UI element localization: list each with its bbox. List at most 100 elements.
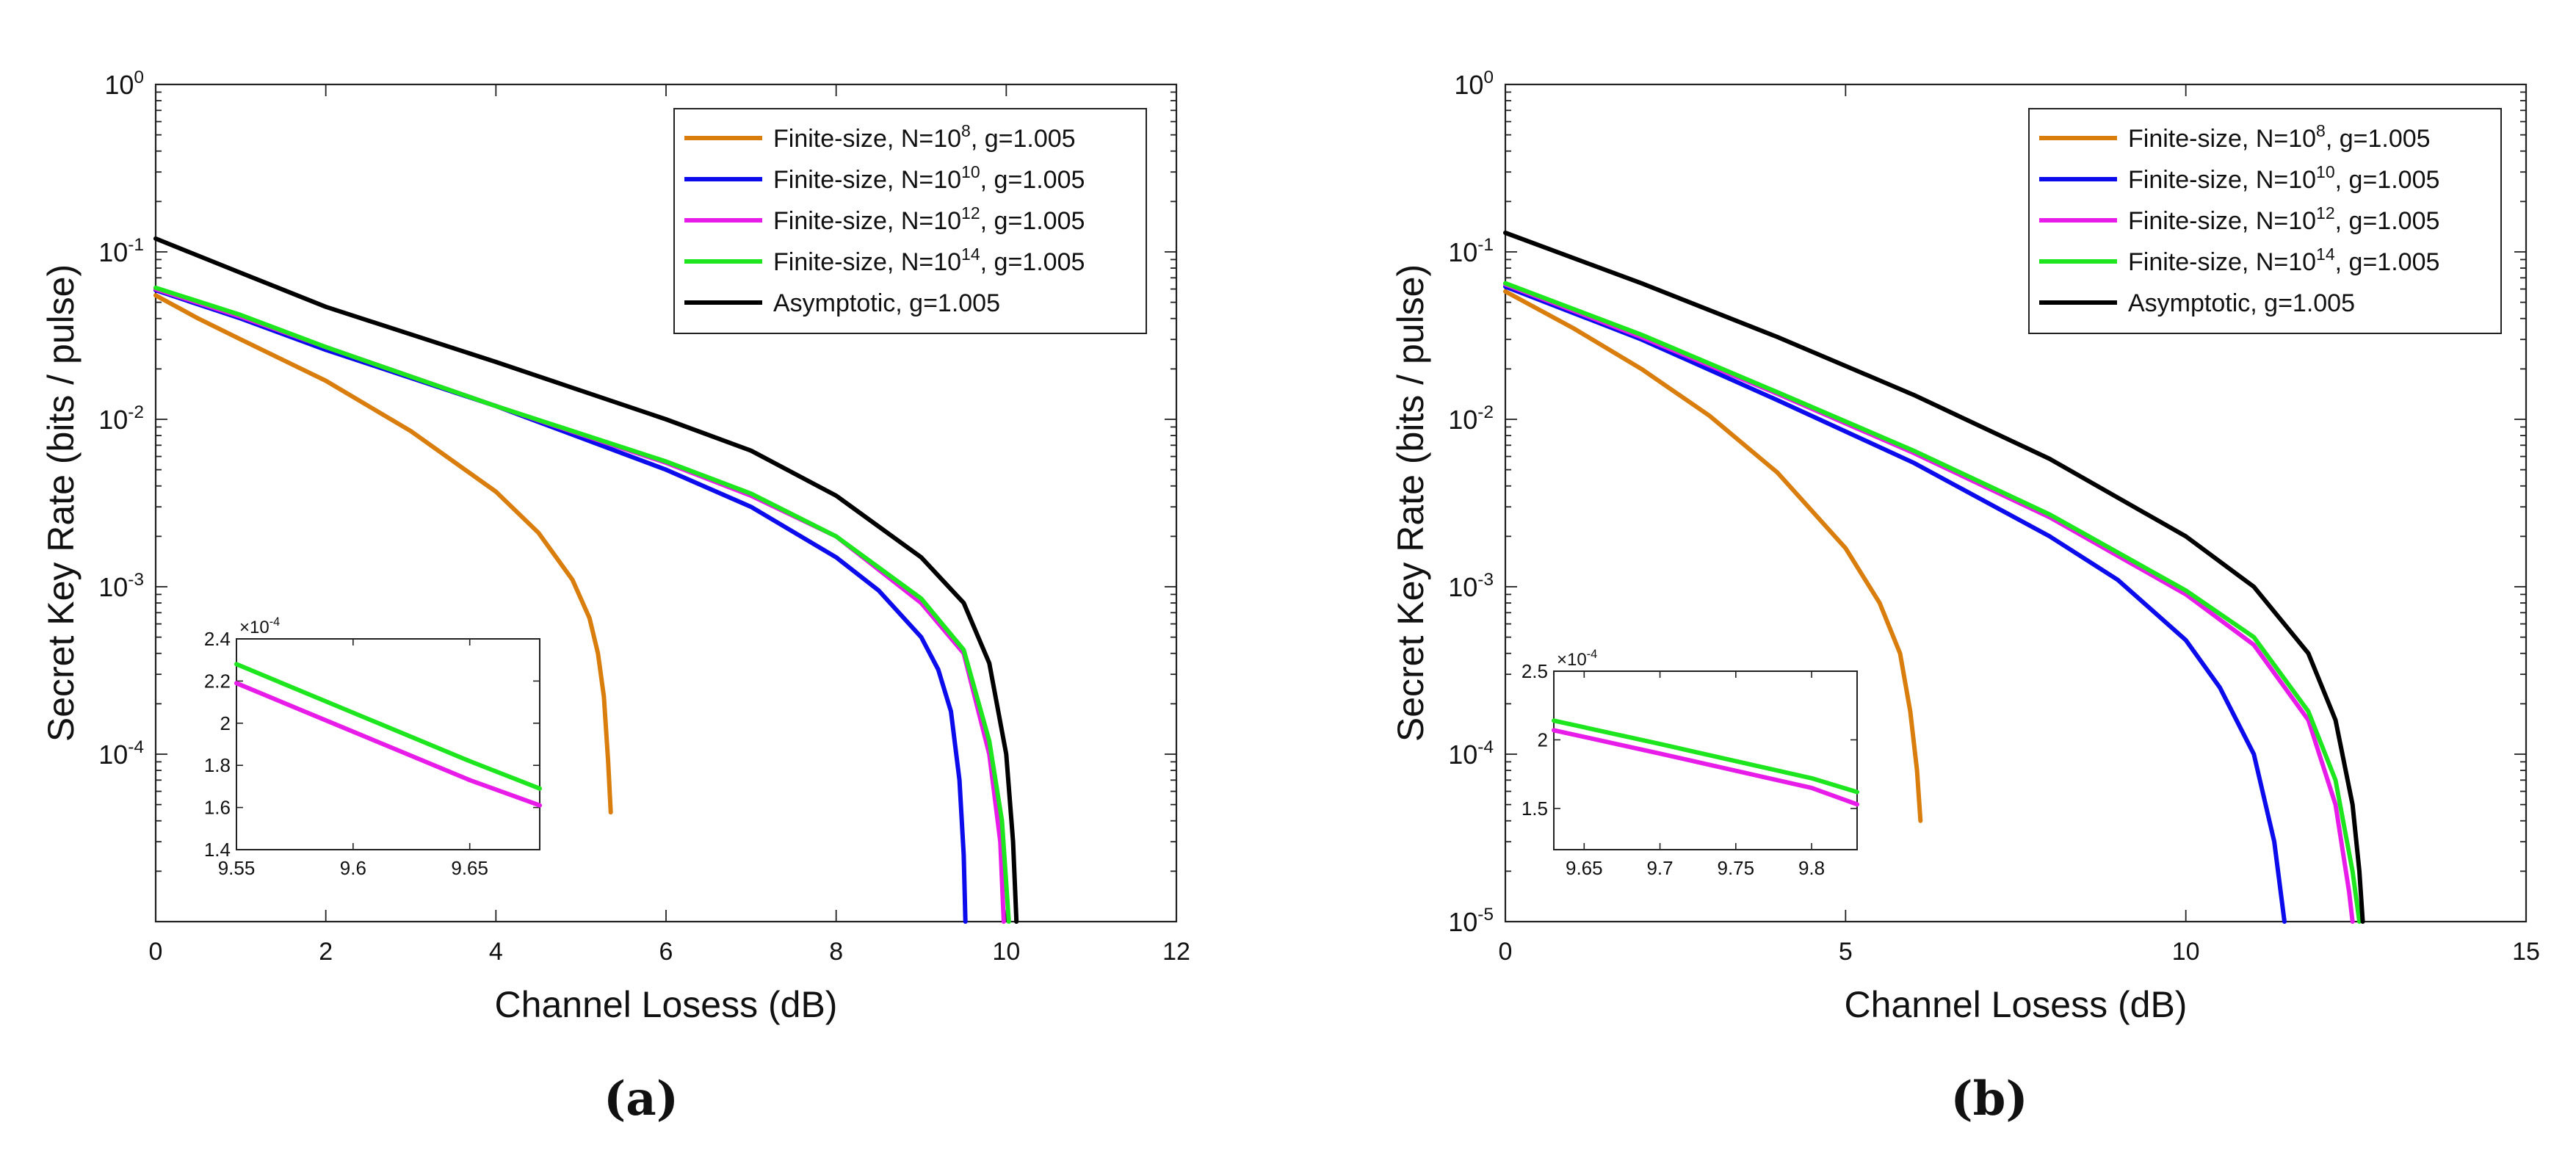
legend-text: Asymptotic, g=1.005 — [773, 289, 1000, 317]
inset-series-line-0 — [234, 662, 542, 791]
legend-entry-3: Finite-size, N=1014, g=1.005 — [773, 245, 1085, 276]
x-axis-title: Channel Losess (dB) — [495, 984, 838, 1025]
y-tick-label: 100 — [1454, 68, 1494, 100]
series-line-3 — [1503, 281, 2362, 924]
inset-x-tick-label: 9.7 — [1646, 857, 1673, 879]
y-tick-label: 10-5 — [1448, 905, 1494, 937]
y-tick-label-exponent: -4 — [128, 737, 144, 757]
x-tick-label: 2 — [319, 938, 333, 966]
x-tick-label: 15 — [2512, 938, 2540, 966]
y-tick-label: 10-3 — [1448, 570, 1494, 602]
y-tick-label: 10-4 — [1448, 737, 1494, 770]
inset-x-tick-label: 9.65 — [451, 857, 488, 879]
series-line-0 — [1503, 289, 1923, 823]
inset-multiplier-exponent: -4 — [269, 615, 281, 629]
legend-text: Asymptotic, g=1.005 — [2128, 289, 2355, 317]
x-tick-label: 12 — [1162, 938, 1190, 966]
legend-entry-0: Finite-size, N=108, g=1.005 — [2128, 121, 2431, 153]
inset-y-tick-label: 1.8 — [204, 754, 231, 776]
legend-text: Finite-size, N=10 — [2128, 125, 2316, 153]
inset-series-line-0 — [1552, 718, 1859, 795]
legend-entry-4: Asymptotic, g=1.005 — [2128, 289, 2355, 317]
y-tick-label: 10-1 — [98, 235, 144, 267]
y-tick-label-exponent: 0 — [134, 68, 144, 87]
inset-y-tick-label: 2 — [1538, 728, 1548, 751]
y-axis-title: Secret Key Rate (bits / pulse) — [40, 264, 82, 742]
legend: Finite-size, N=108, g=1.005Finite-size, … — [673, 108, 1147, 334]
inset-y-tick-label: 1.6 — [204, 797, 231, 819]
legend-entry-2: Finite-size, N=1012, g=1.005 — [2128, 203, 2439, 235]
inset-x-tick-label: 9.65 — [1566, 857, 1603, 879]
y-tick-label-exponent: -3 — [1477, 570, 1494, 590]
inset-x-tick-label: 9.8 — [1798, 857, 1825, 879]
inset-y-tick-label: 2.4 — [204, 628, 231, 650]
y-tick-label: 100 — [104, 68, 144, 100]
inset-y-tick-label: 1.4 — [204, 839, 231, 861]
y-tick-label: 10-2 — [98, 402, 144, 435]
legend-exponent: 12 — [2316, 203, 2335, 223]
series-line-0 — [153, 293, 613, 815]
y-tick-label-base: 10 — [1448, 237, 1477, 267]
inset-y-tick-label: 1.5 — [1522, 798, 1548, 820]
inset-x-tick-label: 9.6 — [340, 857, 366, 879]
legend-text: Finite-size, N=10 — [773, 125, 961, 153]
legend-text: , g=1.005 — [980, 248, 1085, 276]
y-tick-label-base: 10 — [104, 70, 134, 100]
legend-entry-3: Finite-size, N=1014, g=1.005 — [2128, 245, 2439, 276]
y-tick-label-base: 10 — [1448, 907, 1477, 937]
y-tick-label-exponent: -4 — [1477, 737, 1494, 757]
series-line-4 — [1503, 231, 2365, 924]
x-tick-label: 8 — [829, 938, 843, 966]
x-tick-label: 5 — [1839, 938, 1853, 966]
inset-y-tick-label: 2.5 — [1522, 660, 1548, 682]
legend-text: , g=1.005 — [2335, 248, 2440, 276]
inset: 9.55 9.6 9.65 1.4 1.6 1.8 2 2.2 2.4 ×10-4 — [204, 615, 542, 879]
legend-text: , g=1.005 — [980, 166, 1085, 194]
y-tick-label: 10-2 — [1448, 402, 1494, 435]
y-tick-label-exponent: 0 — [1483, 68, 1494, 87]
inset-multiplier: ×10-4 — [1557, 648, 1597, 670]
legend-text: Finite-size, N=10 — [2128, 207, 2316, 235]
legend-entry-2: Finite-size, N=1012, g=1.005 — [773, 203, 1085, 235]
legend-text: , g=1.005 — [980, 207, 1085, 235]
y-tick-label-base: 10 — [1448, 405, 1477, 435]
series-line-3 — [153, 285, 1011, 924]
inset-multiplier-base: ×10 — [1557, 650, 1587, 670]
legend-exponent: 8 — [961, 121, 971, 140]
legend-exponent: 10 — [961, 162, 980, 181]
inset-series-line-1 — [234, 681, 542, 808]
x-axis-title: Channel Losess (dB) — [1845, 984, 2188, 1025]
legend-exponent: 10 — [2316, 162, 2335, 181]
y-tick-label: 10-3 — [98, 570, 144, 602]
legend-exponent: 14 — [961, 245, 980, 264]
legend-text: , g=1.005 — [2335, 207, 2440, 235]
x-tick-label: 0 — [1499, 938, 1513, 966]
inset-multiplier-base: ×10 — [239, 618, 269, 637]
y-tick-label-base: 10 — [1454, 70, 1483, 100]
y-tick-label-base: 10 — [98, 237, 128, 267]
legend-entry-1: Finite-size, N=1010, g=1.005 — [2128, 162, 2439, 194]
legend-entry-1: Finite-size, N=1010, g=1.005 — [773, 162, 1085, 194]
y-tick-label-base: 10 — [1448, 739, 1477, 770]
y-tick-label-exponent: -1 — [1477, 235, 1494, 255]
inset: 9.65 9.7 9.75 9.8 1.5 2 2.5 ×10-4 — [1522, 648, 1859, 879]
y-tick-label-base: 10 — [1448, 572, 1477, 602]
legend-text: , g=1.005 — [971, 125, 1076, 153]
y-tick-label: 10-4 — [98, 737, 144, 770]
y-tick-label: 10-1 — [1448, 235, 1494, 267]
legend: Finite-size, N=108, g=1.005Finite-size, … — [2028, 108, 2502, 334]
y-axis-title: Secret Key Rate (bits / pulse) — [1390, 264, 1431, 742]
legend-exponent: 12 — [961, 203, 980, 223]
x-tick-label: 6 — [659, 938, 673, 966]
y-tick-label-base: 10 — [98, 739, 128, 770]
inset-multiplier: ×10-4 — [239, 615, 280, 637]
legend-text: , g=1.005 — [2326, 125, 2431, 153]
y-tick-label-base: 10 — [98, 572, 128, 602]
x-tick-label: 10 — [2172, 938, 2200, 966]
y-tick-label-exponent: -1 — [128, 235, 144, 255]
inset-x-tick-label: 9.75 — [1717, 857, 1754, 879]
legend-text: Finite-size, N=10 — [2128, 166, 2316, 194]
panel-caption: (b) — [1950, 1071, 2027, 1127]
y-tick-label-exponent: -2 — [128, 402, 144, 422]
